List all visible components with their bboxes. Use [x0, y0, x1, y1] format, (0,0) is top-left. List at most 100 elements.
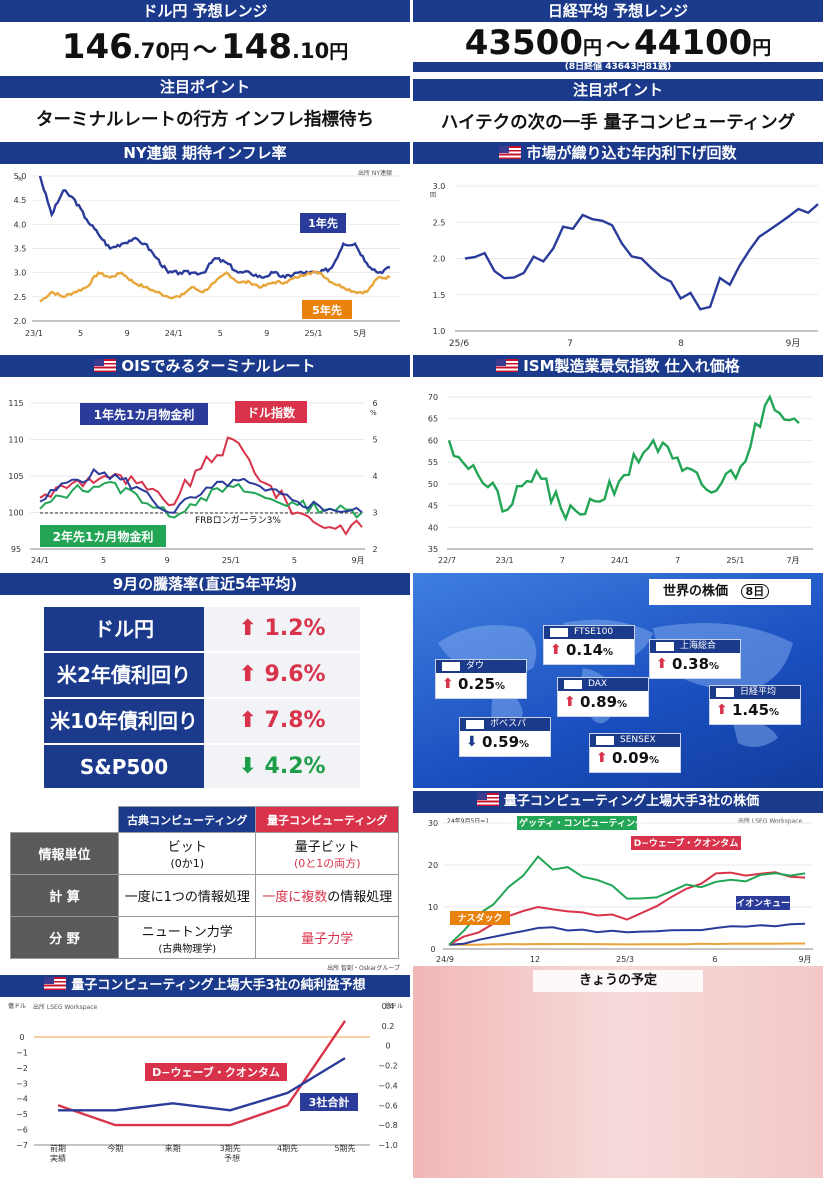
qprofit-chart-title: 量子コンピューティング上場大手3社の純利益予想 — [71, 978, 366, 993]
qp-xtick-4: 9月 — [798, 955, 811, 964]
world-index-value: ⬆ 0.89% — [564, 693, 628, 711]
ois-right-ytick-0: 6 — [372, 399, 377, 408]
qprofit-right-unit: 億ドル — [385, 1002, 403, 1010]
cuts-ytick-4: 1.0 — [433, 327, 446, 336]
cuts-chart-header: 市場が織り込む年内利下げ回数 — [413, 142, 823, 164]
qp-label-rigetti-bg — [517, 816, 637, 830]
qf-left-ytick-7: −7 — [16, 1141, 28, 1150]
country-flag-icon — [564, 680, 582, 689]
qf-series-total — [58, 1057, 346, 1112]
qprice-source: 出所 LSEG Workspace — [738, 817, 803, 825]
qprice-chart-svg: 24年9月5日=1 出所 LSEG Workspace 30 20 10 024/9 1… — [428, 816, 813, 964]
qf-xtick-3: 3期先 — [220, 1143, 241, 1153]
world-index-card: ダウ ⬆ 0.25% — [435, 659, 527, 699]
us-flag-icon — [476, 793, 499, 806]
ois-series-2y — [39, 480, 363, 519]
arrow-down-icon: ⬇ — [466, 734, 478, 750]
compare-unit-classic: ビット (0か1) — [117, 832, 257, 875]
cuts-ytick-2: 2.0 — [433, 255, 446, 264]
schedule-title: きょうの予定 — [533, 970, 703, 992]
us-flag-icon — [499, 146, 522, 159]
ois-xtick-1: 5 — [101, 556, 106, 565]
nyfed-xtick-0: 23/1 — [25, 329, 43, 338]
nikkei-range-panel: 日経平均 予想レンジ 43500円〜 44100円 (8日終値 43643円81銭… — [413, 0, 823, 72]
compare-field-classic: ニュートン力学 (古典物理学) — [117, 916, 257, 959]
nyfed-chart-panel: NY連銀 期待インフレ率 出所 NY連銀 % 5.0 4.5 4.0 3.5 3.0 2.… — [0, 142, 410, 352]
ois-xtick-3: 25/1 — [222, 556, 240, 565]
qf-right-ytick-2: 0 — [385, 1042, 390, 1051]
ism-chart-panel: ISM製造業景気指数 仕入れ価格 70 65 60 55 50 45 40 35 22/7 23/… — [413, 355, 823, 570]
qf-label-total-bg — [300, 1093, 358, 1111]
ism-xtick-3: 24/1 — [611, 556, 629, 565]
world-index-value: ⬆ 0.25% — [442, 675, 506, 693]
qf-right-ytick-1: 0.2 — [382, 1022, 395, 1031]
arrow-up-icon: ⬆ — [596, 750, 608, 766]
qprice-chart-panel: 量子コンピューティング上場大手3社の株価 24年9月5日=1 出所 LSEG W… — [413, 791, 823, 966]
ois-label-1y-bg — [80, 403, 208, 425]
ois-xtick-2: 9 — [165, 556, 170, 565]
sept-rows: ドル円 ⬆ 1.2% 米2年債利回り ⬆ 9.6% 米10年債利回り ⬆ 7.8% S&P5… — [44, 607, 360, 788]
nyfed-xtick-2: 9 — [125, 329, 130, 338]
nyfed-series-1y — [38, 175, 391, 280]
compare-field-quantum: 量子力学 — [255, 916, 399, 959]
arrow-up-icon: ⬆ — [716, 702, 728, 718]
world-index-value: ⬇ 0.59% — [466, 733, 530, 751]
compare-col-quantum: 量子コンピューティング — [255, 806, 399, 833]
ois-left-ytick-3: 100 — [8, 509, 23, 518]
qf-left-ytick-2: −2 — [16, 1064, 28, 1073]
ism-chart-header: ISM製造業景気指数 仕入れ価格 — [413, 355, 823, 377]
compare-calc-classic: 一度に1つの情報処理 — [117, 874, 257, 917]
qf-left-ytick-3: −3 — [16, 1079, 28, 1088]
country-flag-icon — [656, 642, 674, 651]
world-index-card: DAX ⬆ 0.89% — [557, 677, 649, 717]
qp-label-dwave-bg — [631, 836, 741, 850]
ism-xtick-6: 7月 — [786, 556, 799, 565]
qf-xlabel-actual: 実績 — [50, 1153, 66, 1163]
cuts-xtick-1: 7 — [567, 339, 573, 349]
qp-label-nasdaq-bg — [450, 911, 510, 925]
nyfed-xtick-1: 5 — [78, 329, 83, 338]
ism-series — [447, 394, 800, 522]
ois-left-ytick-4: 95 — [11, 545, 21, 554]
cuts-grid: 3.0 2.5 2.0 1.5 1.025/6 7 8 9月 — [433, 182, 818, 349]
nikkei-range-value: 43500円〜 44100円 — [464, 23, 772, 63]
qp-xtick-1: 12 — [530, 955, 540, 964]
compare-row-field: 分 野 — [10, 916, 119, 959]
ism-ytick-7: 35 — [428, 545, 438, 554]
ois-left-ytick-1: 110 — [8, 436, 23, 445]
qprofit-chart-panel: 量子コンピューティング上場大手3社の純利益予想 億ドル 億ドル 出所 LSEG … — [0, 975, 410, 1178]
world-index-name: DAX — [558, 678, 648, 691]
ois-chart-header: OISでみるターミナルレート — [0, 355, 410, 377]
qprofit-chart-header: 量子コンピューティング上場大手3社の純利益予想 — [0, 975, 410, 997]
compare-calc-quantum: 一度に複数の情報処理 — [255, 874, 399, 917]
ism-chart-title: ISM製造業景気指数 仕入れ価格 — [523, 357, 740, 375]
sept-row-name: ドル円 — [44, 607, 204, 651]
cuts-series — [464, 203, 819, 311]
compare-source: 出所 智創・Oskarグループ — [327, 965, 400, 972]
arrow-down-icon: ⬇ — [238, 754, 265, 779]
arrow-up-icon: ⬆ — [238, 616, 265, 641]
ism-xtick-4: 7 — [675, 556, 680, 565]
compare-row-unit: 情報単位 — [10, 832, 119, 875]
cuts-ytick-0: 3.0 — [433, 182, 446, 191]
qf-left-ytick-6: −6 — [16, 1126, 28, 1135]
nikkei-close-note: (8日終値 43643円81銭) — [413, 62, 823, 72]
point-left-label: 注目ポイント — [0, 76, 410, 98]
world-badge: 8日 — [740, 584, 770, 599]
qf-xlabel-forecast: 予想 — [224, 1153, 240, 1163]
nyfed-xtick-4: 5 — [218, 329, 223, 338]
qp-label-ionq: イオンキュー — [736, 898, 790, 909]
qf-series-dwave — [57, 1020, 346, 1127]
cuts-ytick-3: 1.5 — [433, 291, 446, 300]
ois-left-ytick-2: 105 — [8, 472, 23, 481]
qf-left-ytick-5: −5 — [16, 1110, 28, 1119]
arrow-up-icon: ⬆ — [564, 694, 576, 710]
qp-xtick-0: 24/9 — [436, 955, 454, 964]
qf-right-ytick-7: −1.0 — [378, 1141, 397, 1150]
nyfed-ytick-1: 4.5 — [14, 196, 27, 205]
qp-xtick-2: 25/3 — [616, 955, 634, 964]
world-index-card: ボベスパ ⬇ 0.59% — [459, 717, 551, 757]
world-title: 世界の株価 — [663, 584, 729, 599]
compare-col-classic: 古典コンピューティング — [117, 806, 257, 833]
qprice-chart-header: 量子コンピューティング上場大手3社の株価 — [413, 791, 823, 813]
